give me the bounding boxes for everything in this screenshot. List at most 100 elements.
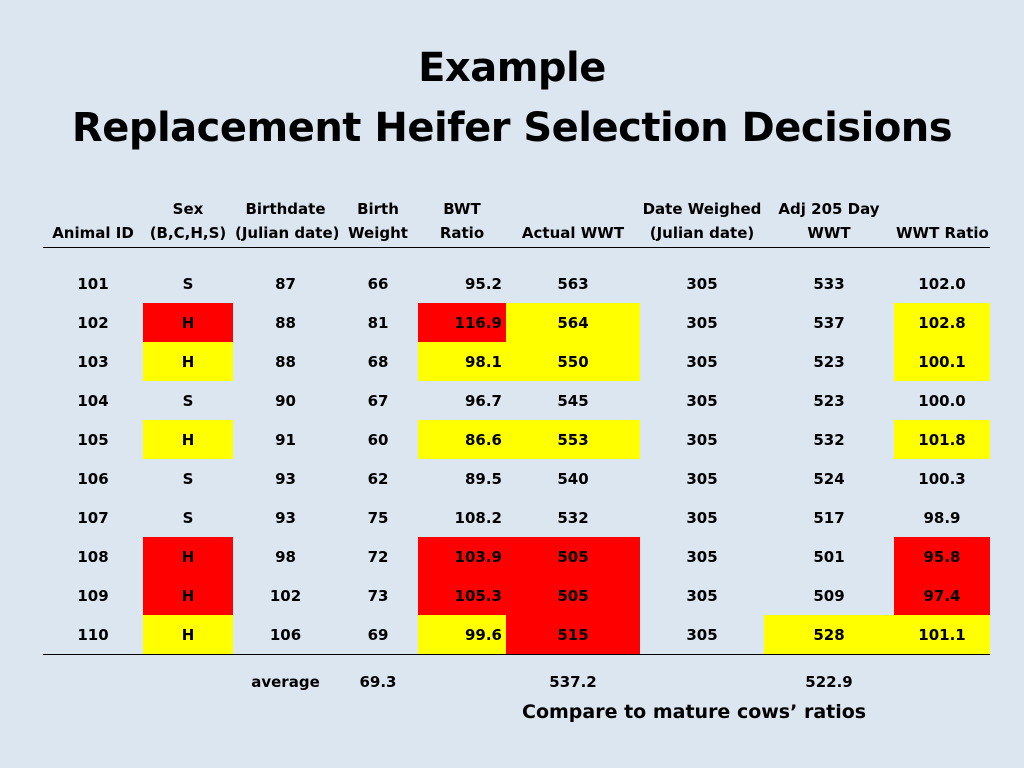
cell-birthdate: 102	[269, 586, 302, 605]
average-birth-weight: 69.3	[359, 673, 397, 691]
cell-birth-weight: 66	[367, 274, 389, 293]
cell-sex: H	[143, 342, 233, 381]
cell-birthdate: 93	[275, 508, 296, 527]
cell-wwt-ratio: 95.8	[894, 537, 990, 576]
cell-wwt-ratio: 97.4	[894, 576, 990, 615]
cell-sex: H	[143, 615, 233, 655]
cell-animal-id: 101	[77, 274, 109, 293]
cell-bwt-ratio: 89.5	[464, 469, 502, 488]
cell-actual-wwt: 553	[506, 420, 640, 459]
cell-adj-205-wwt: 517	[813, 508, 845, 527]
cell-bwt-ratio: 99.6	[418, 615, 506, 655]
header-birth-weight: Birth Weight	[338, 193, 418, 248]
cell-bwt-ratio: 108.2	[454, 508, 502, 527]
cell-actual-wwt: 515	[506, 615, 640, 655]
header-animal-id: Animal ID	[43, 193, 143, 248]
cell-sex: S	[182, 508, 194, 527]
cell-wwt-ratio: 102.8	[894, 303, 990, 342]
cell-date-weighed: 305	[640, 615, 764, 655]
cell-sex: H	[143, 420, 233, 459]
average-adj-205-wwt: 522.9	[805, 673, 853, 691]
cell-bwt-ratio: 103.9	[418, 537, 506, 576]
table-row: 101 S 87 66 95.2 563 305 533 102.0	[43, 264, 990, 303]
cell-wwt-ratio: 101.1	[894, 615, 990, 655]
table-row: 106 S 93 62 89.5 540 305 524 100.3	[43, 459, 990, 498]
cell-actual-wwt: 505	[506, 537, 640, 576]
cell-birthdate: 91	[275, 430, 296, 449]
cell-wwt-ratio: 102.0	[918, 274, 966, 293]
cell-actual-wwt: 532	[557, 508, 589, 527]
title-line-1: Example	[418, 45, 606, 91]
cell-adj-205-wwt: 533	[813, 274, 845, 293]
cell-wwt-ratio: 100.0	[918, 391, 966, 410]
cell-actual-wwt: 563	[557, 274, 589, 293]
cell-birthdate: 87	[275, 274, 296, 293]
cell-birthdate: 98	[275, 547, 296, 566]
cell-birth-weight: 72	[367, 547, 389, 566]
cell-animal-id: 104	[77, 391, 109, 410]
cell-actual-wwt: 564	[506, 303, 640, 342]
cell-actual-wwt: 540	[557, 469, 589, 488]
average-row: average 69.3 537.2 522.9	[43, 655, 990, 710]
cell-birthdate: 88	[275, 352, 296, 371]
cell-birthdate: 90	[275, 391, 296, 410]
table-header-row: Animal ID Sex (B,C,H,S) Birthdate (Julian …	[43, 193, 990, 248]
cell-adj-205-wwt: 523	[813, 391, 845, 410]
cell-adj-205-wwt: 501	[813, 547, 845, 566]
cell-animal-id: 106	[77, 469, 109, 488]
cell-sex: S	[182, 469, 194, 488]
cell-adj-205-wwt: 532	[813, 430, 845, 449]
cell-birth-weight: 75	[367, 508, 389, 527]
cell-date-weighed: 305	[686, 586, 718, 605]
cell-wwt-ratio: 98.9	[923, 508, 961, 527]
cell-bwt-ratio: 116.9	[418, 303, 506, 342]
cell-birth-weight: 60	[367, 430, 389, 449]
slide-title: Example Replacement Heifer Selection Dec…	[0, 38, 1024, 158]
cell-animal-id: 110	[43, 615, 143, 655]
cell-actual-wwt: 505	[506, 576, 640, 615]
header-actual-wwt: Actual WWT	[506, 193, 640, 248]
cell-wwt-ratio: 100.3	[918, 469, 966, 488]
table-row: 104 S 90 67 96.7 545 305 523 100.0	[43, 381, 990, 420]
cell-sex: S	[182, 274, 194, 293]
table-row: 108 H 98 72 103.9 505 305 501 95.8	[43, 537, 990, 576]
cell-birth-weight: 73	[367, 586, 389, 605]
cell-date-weighed: 305	[686, 547, 718, 566]
cell-animal-id: 109	[77, 586, 109, 605]
table-row: 109 H 102 73 105.3 505 305 509 97.4	[43, 576, 990, 615]
cell-birthdate: 93	[275, 469, 296, 488]
cell-birth-weight: 81	[367, 313, 389, 332]
cell-sex: H	[143, 576, 233, 615]
cell-birthdate: 88	[275, 313, 296, 332]
header-adj-205-wwt: Adj 205 Day WWT	[764, 193, 894, 248]
cell-date-weighed: 305	[686, 313, 718, 332]
cell-birthdate: 106	[233, 615, 338, 655]
cell-wwt-ratio: 101.8	[894, 420, 990, 459]
cell-adj-205-wwt: 537	[813, 313, 845, 332]
cell-sex: H	[143, 537, 233, 576]
heifer-selection-table: Animal ID Sex (B,C,H,S) Birthdate (Julian …	[43, 193, 990, 709]
cell-date-weighed: 305	[686, 469, 718, 488]
table-row: 110 H 106 69 99.6 515 305 528 101.1	[43, 615, 990, 655]
cell-animal-id: 103	[77, 352, 109, 371]
cell-adj-205-wwt: 528	[764, 615, 894, 655]
header-spacer	[43, 248, 990, 265]
cell-date-weighed: 305	[686, 391, 718, 410]
average-label: average	[251, 673, 320, 691]
cell-actual-wwt: 550	[506, 342, 640, 381]
table-row: 102 H 88 81 116.9 564 305 537 102.8	[43, 303, 990, 342]
cell-sex: H	[143, 303, 233, 342]
cell-birth-weight: 67	[367, 391, 389, 410]
cell-adj-205-wwt: 523	[813, 352, 845, 371]
cell-date-weighed: 305	[686, 430, 718, 449]
average-actual-wwt: 537.2	[549, 673, 597, 691]
cell-bwt-ratio: 98.1	[418, 342, 506, 381]
cell-date-weighed: 305	[686, 274, 718, 293]
cell-animal-id: 102	[77, 313, 109, 332]
cell-animal-id: 107	[77, 508, 109, 527]
table-body: 101 S 87 66 95.2 563 305 533 102.0 102 H 88 81 116.9 5…	[43, 248, 990, 655]
cell-bwt-ratio: 105.3	[418, 576, 506, 615]
cell-bwt-ratio: 96.7	[464, 391, 502, 410]
cell-bwt-ratio: 95.2	[464, 274, 502, 293]
cell-wwt-ratio: 100.1	[894, 342, 990, 381]
